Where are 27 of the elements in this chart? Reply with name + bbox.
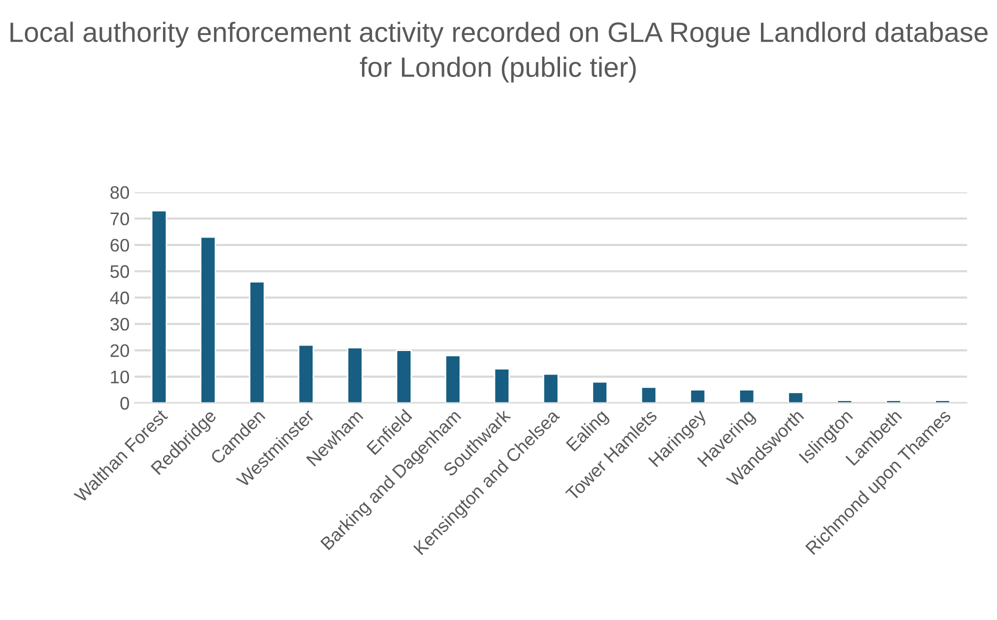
- y-tick-label: 80: [110, 186, 130, 199]
- bar: [298, 344, 314, 403]
- y-tick-label: 60: [110, 238, 130, 252]
- bar: [346, 346, 363, 403]
- bar: [788, 392, 804, 403]
- bar: [248, 281, 266, 403]
- y-tick-label: 10: [111, 370, 130, 384]
- bar: [494, 368, 510, 403]
- y-tick-label: 40: [110, 292, 130, 304]
- y-tick-label: 0: [120, 396, 130, 410]
- bar: [200, 236, 216, 403]
- bar: [836, 400, 853, 403]
- bar: [592, 381, 608, 403]
- y-tick-label: 50: [110, 265, 130, 278]
- y-tick-label: 70: [110, 212, 130, 226]
- bar: [151, 210, 168, 403]
- y-tick-label: 20: [110, 344, 130, 358]
- bar: [444, 354, 461, 403]
- bar: [738, 389, 755, 403]
- bar: [886, 400, 902, 403]
- bar: [934, 400, 951, 403]
- bar: [396, 350, 412, 403]
- bar: [542, 373, 559, 403]
- chart-title: Local authority enforcement activity recorded on GLA Rogue Landlord database for London (public tier): [10, 22, 988, 83]
- y-tick-label: 30: [110, 318, 130, 331]
- bar: [640, 386, 657, 403]
- bar: [690, 389, 706, 403]
